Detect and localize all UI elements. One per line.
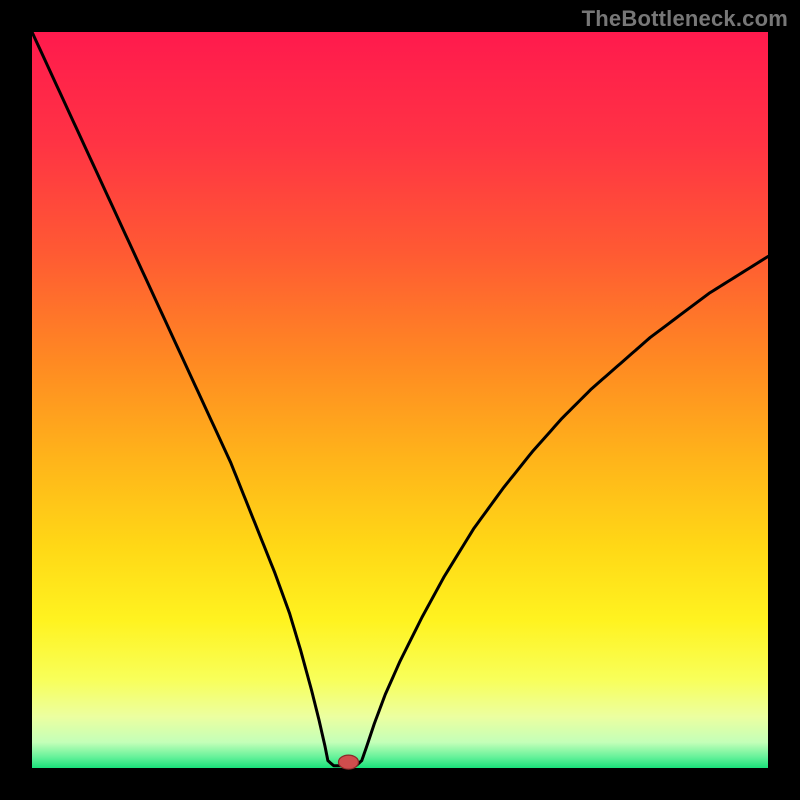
- optimal-marker: [338, 755, 358, 769]
- watermark-text: TheBottleneck.com: [582, 6, 788, 32]
- chart-svg: [0, 0, 800, 800]
- bottleneck-chart: TheBottleneck.com: [0, 0, 800, 800]
- plot-background: [32, 32, 768, 768]
